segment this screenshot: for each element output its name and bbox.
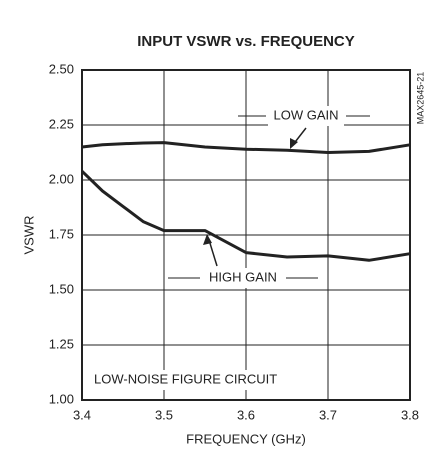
x-tick-label: 3.7: [319, 407, 337, 422]
arrow-head: [203, 234, 212, 245]
plot-area: 1.00 1.25 1.50 1.75 2.00 2.25 2.50 3.4 3.5 3.6 3.7…: [49, 61, 419, 422]
y-tick-label: 2.50: [49, 61, 74, 76]
low-gain-label: LOW GAIN: [273, 107, 338, 122]
y-tick-label: 2.25: [49, 116, 74, 131]
y-tick-label: 1.25: [49, 336, 74, 351]
arrow: [208, 239, 218, 267]
x-tick-label: 3.4: [73, 407, 91, 422]
x-tick-label: 3.6: [237, 407, 255, 422]
chart-title: INPUT VSWR vs. FREQUENCY: [137, 33, 355, 50]
part-number: MAX2645-21: [415, 72, 425, 125]
y-tick-label: 1.00: [49, 391, 74, 406]
y-axis-label: VSWR: [21, 216, 36, 255]
annotations: LOW-NOISE FIGURE CIRCUIT LOW GAIN HIGH G…: [92, 106, 370, 390]
x-tick-label: 3.5: [155, 407, 173, 422]
y-tick-label: 1.75: [49, 226, 74, 241]
arrow-head: [290, 138, 298, 149]
plot-frame: [81, 69, 411, 401]
y-tick-label: 2.00: [49, 171, 74, 186]
y-tick-label: 1.50: [49, 281, 74, 296]
x-tick-label: 3.8: [401, 407, 419, 422]
line-series: [80, 170, 411, 262]
circuit-label: LOW-NOISE FIGURE CIRCUIT: [94, 371, 277, 386]
line-series: [81, 141, 411, 154]
label-bg: [92, 370, 288, 390]
label-bg: [268, 106, 344, 126]
high-gain-label: HIGH GAIN: [209, 269, 277, 284]
x-axis-label: FREQUENCY (GHz): [186, 431, 306, 446]
label-bg: [202, 268, 284, 288]
